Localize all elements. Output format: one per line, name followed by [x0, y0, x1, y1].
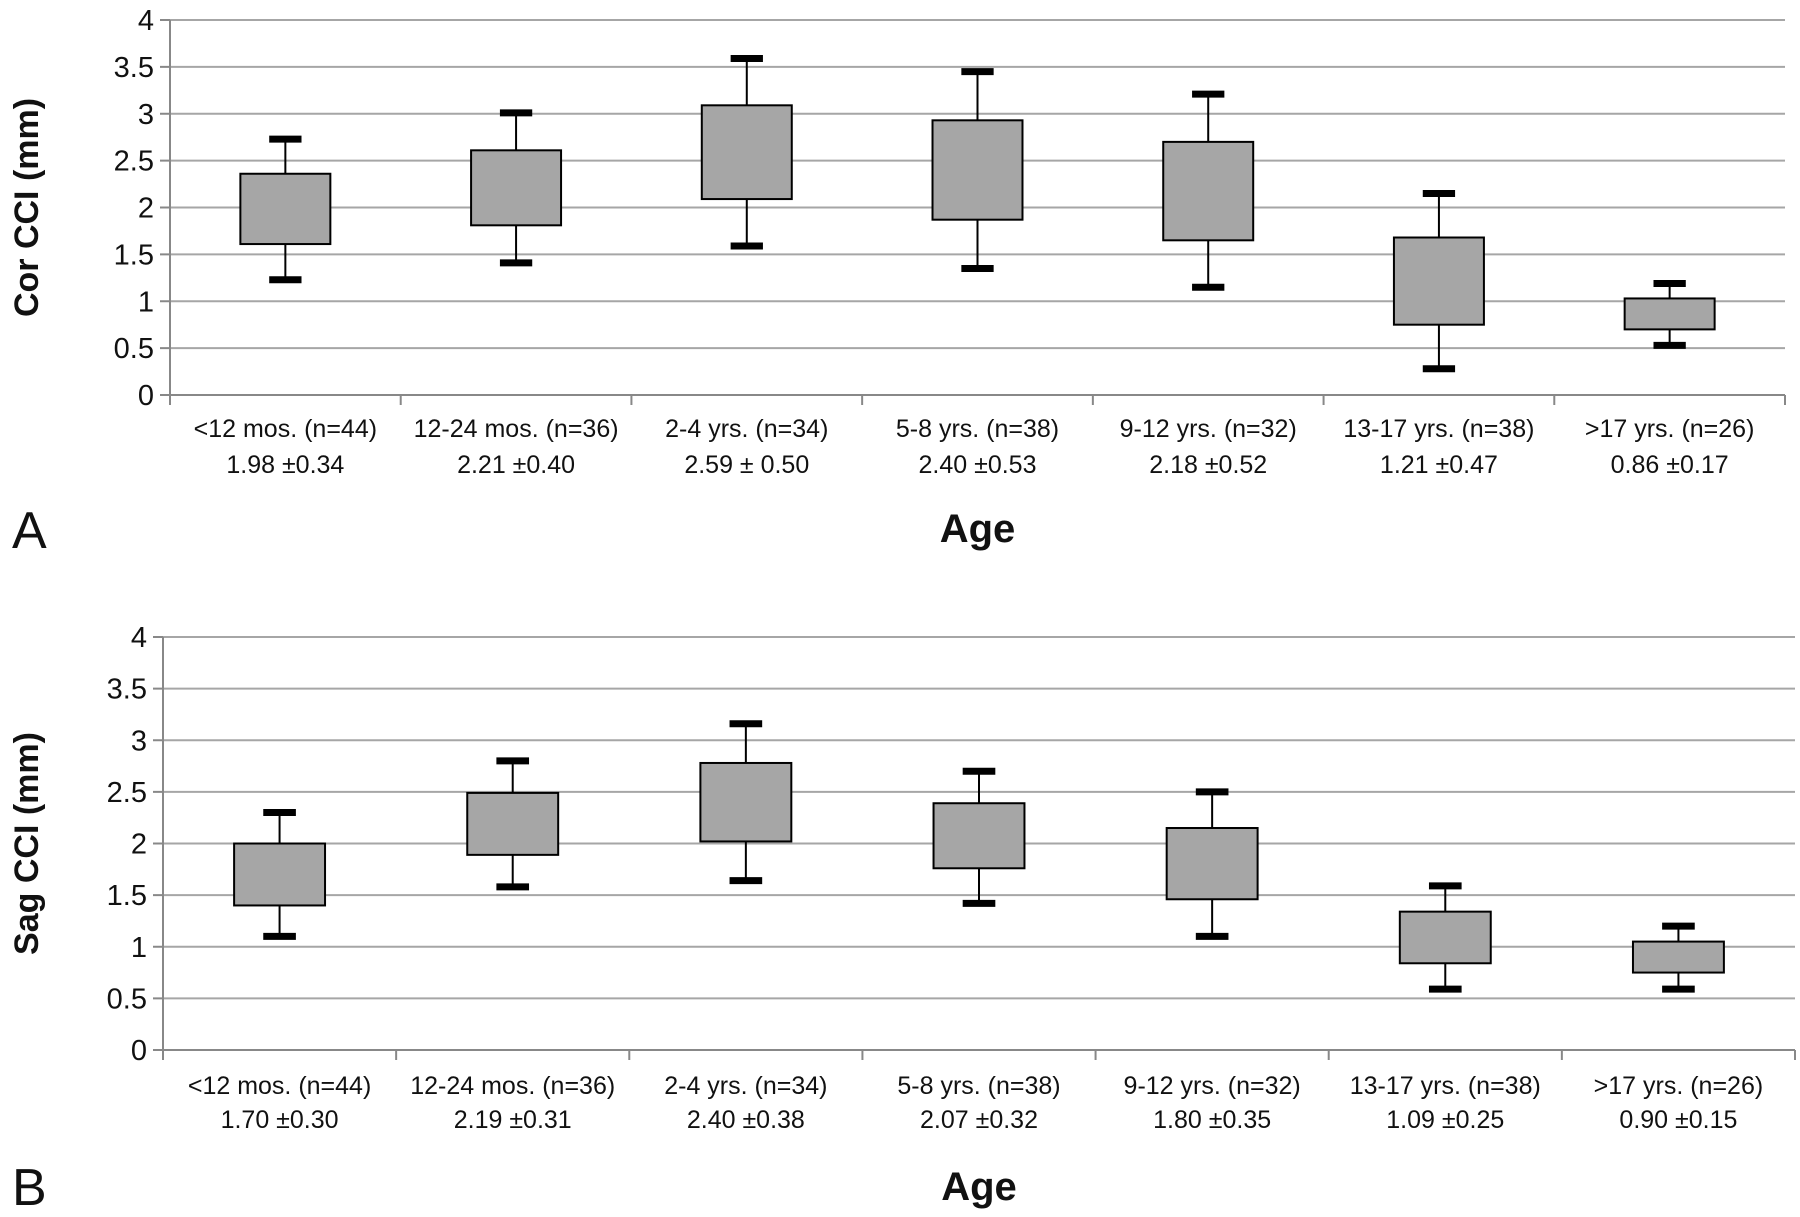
y-axis-title: Sag CCI (mm) [8, 732, 46, 955]
y-axis-title: Cor CCI (mm) [8, 98, 46, 317]
summary-label: 2.19 ±0.31 [454, 1106, 572, 1134]
box [699, 761, 793, 843]
category-label: 12-24 mos. (n=36) [410, 1072, 615, 1100]
box [1398, 910, 1492, 965]
y-tick-label: 0 [138, 380, 154, 412]
y-tick-label: 1.5 [114, 239, 154, 271]
summary-label: 1.70 ±0.30 [221, 1106, 339, 1134]
panel-label: B [12, 1159, 47, 1217]
box [1392, 236, 1485, 326]
category-label: >17 yrs. (n=26) [1585, 415, 1755, 443]
summary-label: 2.40 ±0.38 [687, 1106, 805, 1134]
box [1623, 297, 1716, 331]
y-tick-label: 4 [138, 5, 154, 37]
box [233, 842, 327, 907]
y-tick-label: 3.5 [107, 674, 147, 706]
y-tick-label: 3 [131, 725, 147, 757]
category-label: 9-12 yrs. (n=32) [1120, 415, 1297, 443]
summary-label: 0.86 ±0.17 [1611, 451, 1729, 479]
y-tick-label: 0.5 [114, 333, 154, 365]
y-tick-label: 2.5 [107, 777, 147, 809]
y-tick-label: 2 [131, 829, 147, 861]
y-tick-label: 2.5 [114, 146, 154, 178]
category-label: 13-17 yrs. (n=38) [1343, 415, 1534, 443]
y-tick-label: 1 [138, 286, 154, 318]
box [466, 791, 560, 856]
box [931, 119, 1024, 221]
y-tick-label: 2 [138, 193, 154, 225]
box [470, 149, 563, 227]
category-label: 9-12 yrs. (n=32) [1124, 1072, 1301, 1100]
y-tick-label: 0.5 [107, 983, 147, 1015]
box [1162, 140, 1255, 242]
y-tick-label: 4 [131, 622, 147, 654]
category-label: 5-8 yrs. (n=38) [896, 415, 1059, 443]
box [932, 802, 1026, 870]
summary-label: 1.21 ±0.47 [1380, 451, 1498, 479]
box [1631, 940, 1725, 974]
y-tick-label: 0 [131, 1035, 147, 1067]
x-axis-title: Age [941, 1165, 1017, 1209]
summary-label: 2.40 ±0.53 [919, 451, 1037, 479]
y-tick-label: 3 [138, 99, 154, 131]
box [1165, 827, 1259, 901]
summary-label: 2.18 ±0.52 [1149, 451, 1267, 479]
summary-label: 1.09 ±0.25 [1386, 1106, 1504, 1134]
panel-label: A [12, 502, 47, 560]
y-tick-label: 1.5 [107, 880, 147, 912]
box [700, 104, 793, 201]
category-label: 2-4 yrs. (n=34) [664, 1072, 827, 1100]
category-label: 2-4 yrs. (n=34) [665, 415, 828, 443]
x-axis-title: Age [940, 507, 1016, 551]
category-label: <12 mos. (n=44) [194, 415, 377, 443]
box [239, 172, 332, 246]
y-tick-label: 1 [131, 932, 147, 964]
summary-label: 1.80 ±0.35 [1153, 1106, 1271, 1134]
summary-label: 2.21 ±0.40 [457, 451, 575, 479]
category-label: <12 mos. (n=44) [188, 1072, 371, 1100]
summary-label: 2.07 ±0.32 [920, 1106, 1038, 1134]
summary-label: 1.98 ±0.34 [226, 451, 344, 479]
category-label: 5-8 yrs. (n=38) [897, 1072, 1060, 1100]
summary-label: 2.59 ± 0.50 [684, 451, 809, 479]
summary-label: 0.90 ±0.15 [1619, 1106, 1737, 1134]
category-label: >17 yrs. (n=26) [1594, 1072, 1764, 1100]
category-label: 12-24 mos. (n=36) [414, 415, 619, 443]
y-tick-label: 3.5 [114, 52, 154, 84]
category-label: 13-17 yrs. (n=38) [1350, 1072, 1541, 1100]
